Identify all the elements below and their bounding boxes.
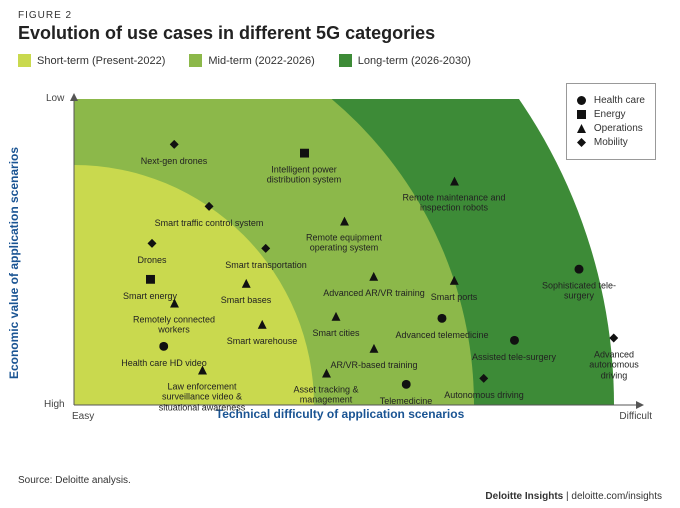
data-point: Remote equipment operating system — [289, 213, 399, 254]
triangle-icon — [340, 213, 349, 231]
triangle-icon — [450, 173, 459, 191]
square-icon — [300, 145, 309, 163]
point-label: Smart transportation — [225, 260, 307, 270]
swatch — [189, 54, 202, 67]
chart-area: Economic value of application scenarios … — [18, 75, 662, 451]
circle-icon — [159, 338, 168, 356]
point-label: Advanced autonomous driving — [589, 349, 639, 380]
point-label: Smart warehouse — [227, 336, 298, 346]
data-point: Next-gen drones — [141, 136, 208, 166]
term-legend: Short-term (Present-2022) Mid-term (2022-… — [0, 54, 680, 75]
point-label: Intelligent power distribution system — [249, 165, 359, 186]
square-icon — [146, 271, 155, 289]
data-point: Smart cities — [312, 308, 359, 338]
chart-title: Evolution of use cases in different 5G c… — [0, 23, 680, 54]
triangle-icon — [242, 275, 251, 293]
data-point: Smart ports — [431, 272, 478, 302]
point-label: Drones — [137, 255, 166, 265]
data-point: Advanced AR/VR training — [323, 268, 425, 298]
term-legend-item: Short-term (Present-2022) — [18, 54, 165, 67]
diamond-icon — [261, 240, 270, 258]
term-legend-label: Short-term (Present-2022) — [37, 55, 165, 67]
point-label: Smart ports — [431, 292, 478, 302]
diamond-icon — [205, 198, 214, 216]
triangle-icon — [369, 340, 378, 358]
data-point: Smart warehouse — [227, 316, 298, 346]
triangle-icon — [322, 365, 331, 383]
point-label: Remotely connected workers — [119, 315, 229, 336]
point-label: Law enforcement surveillance video & sit… — [147, 381, 257, 412]
data-point: Smart traffic control system — [155, 198, 264, 228]
data-point: Remote maintenance and inspection robots — [399, 173, 509, 214]
triangle-icon — [331, 308, 340, 326]
point-label: Smart traffic control system — [155, 218, 264, 228]
swatch — [339, 54, 352, 67]
point-label: Smart cities — [312, 328, 359, 338]
source-text: Source: Deloitte analysis. — [18, 475, 131, 486]
triangle-icon — [257, 316, 266, 334]
term-legend-label: Long-term (2026-2030) — [358, 55, 471, 67]
triangle-icon — [370, 268, 379, 286]
points-layer: Next-gen drones Intelligent power distrib… — [18, 75, 662, 451]
triangle-icon — [198, 361, 207, 379]
data-point: Law enforcement surveillance video & sit… — [147, 361, 257, 412]
footer: Deloitte Insights | deloitte.com/insight… — [485, 491, 662, 502]
data-point: Drones — [137, 235, 166, 265]
triangle-icon — [170, 295, 179, 313]
point-label: Assisted tele-surgery — [472, 352, 556, 362]
swatch — [18, 54, 31, 67]
circle-icon — [402, 376, 411, 394]
data-point: Autonomous driving — [444, 370, 524, 400]
point-label: Asset tracking & management — [271, 385, 381, 406]
diamond-icon — [169, 136, 178, 154]
diamond-icon — [147, 235, 156, 253]
point-label: Sophisticated tele-surgery — [538, 281, 621, 302]
figure-label: FIGURE 2 — [0, 0, 680, 23]
footer-url: deloitte.com/insights — [571, 491, 662, 502]
data-point: Intelligent power distribution system — [249, 145, 359, 186]
circle-icon — [509, 332, 518, 350]
diamond-icon — [479, 370, 488, 388]
triangle-icon — [449, 272, 458, 290]
term-legend-label: Mid-term (2022-2026) — [208, 55, 314, 67]
point-label: Remote equipment operating system — [289, 233, 399, 254]
circle-icon — [575, 261, 584, 279]
point-label: Telemedicine — [380, 396, 433, 406]
point-label: Autonomous driving — [444, 390, 524, 400]
data-point: Asset tracking & management — [271, 365, 381, 406]
data-point: Telemedicine — [380, 376, 433, 406]
data-point: Sophisticated tele-surgery — [538, 261, 621, 302]
term-legend-item: Mid-term (2022-2026) — [189, 54, 314, 67]
data-point: Assisted tele-surgery — [472, 332, 556, 362]
data-point: Remotely connected workers — [119, 295, 229, 336]
data-point: Advanced autonomous driving — [589, 329, 639, 380]
circle-icon — [438, 310, 447, 328]
term-legend-item: Long-term (2026-2030) — [339, 54, 471, 67]
point-label: Next-gen drones — [141, 156, 208, 166]
point-label: Advanced AR/VR training — [323, 288, 425, 298]
diamond-icon — [609, 329, 618, 347]
point-label: Remote maintenance and inspection robots — [399, 193, 509, 214]
footer-brand: Deloitte Insights — [485, 491, 563, 502]
